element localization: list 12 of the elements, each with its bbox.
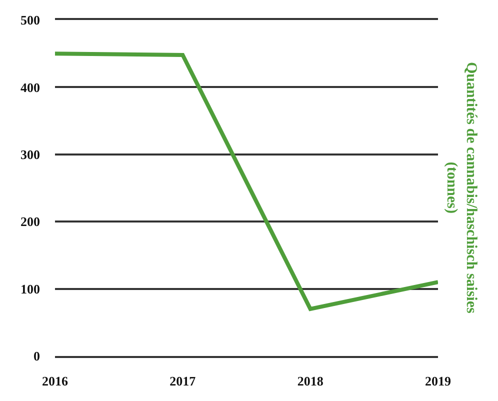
y-axis-title: Quantités de cannabis/haschisch saisies (tonnes)	[443, 62, 479, 314]
x-tick-label: 2018	[297, 374, 324, 389]
line-series	[55, 52, 438, 311]
y-tick-label: 300	[20, 146, 40, 162]
y-tick-label: 0	[34, 348, 40, 364]
x-tick-label: 2017	[170, 374, 196, 389]
y-tick-label: 400	[20, 80, 40, 95]
y-tick-label: 100	[20, 281, 40, 296]
x-tick-label: 2019	[425, 374, 452, 389]
y-tick-label: 500	[20, 12, 40, 28]
y-tick-label: 200	[20, 214, 40, 230]
x-tick-label: 2016	[42, 374, 68, 389]
